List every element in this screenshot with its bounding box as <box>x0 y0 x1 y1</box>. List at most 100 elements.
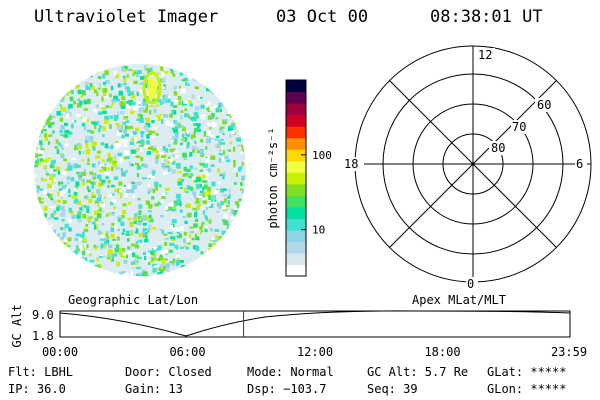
auroral-speckle <box>155 185 158 191</box>
auroral-speckle <box>69 65 75 69</box>
auroral-speckle <box>202 173 206 179</box>
auroral-speckle <box>98 161 101 166</box>
auroral-speckle <box>224 155 229 160</box>
auroral-speckle <box>182 68 186 72</box>
auroral-speckle <box>199 206 204 210</box>
auroral-speckle <box>202 210 205 215</box>
auroral-speckle <box>141 218 147 224</box>
auroral-speckle <box>140 75 145 80</box>
auroral-speckle <box>42 128 47 132</box>
auroral-speckle <box>242 261 246 267</box>
auroral-speckle <box>169 113 173 118</box>
auroral-speckle <box>206 138 211 144</box>
auroral-speckle <box>234 92 238 96</box>
auroral-speckle <box>220 104 223 108</box>
auroral-speckle <box>210 155 216 160</box>
auroral-speckle <box>66 243 69 247</box>
auroral-speckle <box>236 243 241 249</box>
auroral-speckle <box>139 118 144 123</box>
auroral-speckle <box>125 169 128 173</box>
glon-readout: GLon: ***** <box>487 382 567 396</box>
auroral-speckle <box>37 121 41 125</box>
auroral-speckle <box>137 131 140 136</box>
auroral-speckle <box>191 176 196 180</box>
auroral-speckle <box>128 68 132 72</box>
auroral-speckle <box>83 169 86 173</box>
auroral-speckle <box>101 274 105 276</box>
auroral-speckle <box>142 271 148 276</box>
auroral-speckle <box>140 139 145 145</box>
auroral-speckle <box>241 234 246 239</box>
auroral-speckle <box>69 259 73 264</box>
auroral-speckle <box>117 111 120 115</box>
auroral-speckle <box>138 103 141 106</box>
auroral-speckle <box>59 256 63 259</box>
auroral-speckle <box>77 144 83 150</box>
auroral-speckle <box>133 217 137 222</box>
auroral-speckle <box>98 128 101 133</box>
auroral-speckle <box>185 190 189 194</box>
auroral-speckle <box>220 142 226 146</box>
auroral-speckle <box>124 156 130 160</box>
auroral-speckle <box>105 64 110 69</box>
auroral-speckle <box>128 201 132 205</box>
auroral-speckle <box>184 108 188 112</box>
auroral-speckle <box>111 259 115 262</box>
auroral-speckle <box>60 113 64 117</box>
auroral-speckle <box>215 109 219 113</box>
auroral-speckle <box>215 117 219 120</box>
auroral-speckle <box>120 168 123 172</box>
auroral-speckle <box>53 234 58 239</box>
auroral-speckle <box>68 71 71 75</box>
auroral-speckle <box>71 214 76 219</box>
auroral-speckle <box>99 169 104 172</box>
auroral-speckle <box>209 134 215 138</box>
auroral-speckle <box>180 143 183 146</box>
auroral-speckle <box>237 64 241 69</box>
auroral-speckle <box>85 205 90 209</box>
auroral-speckle <box>102 126 106 132</box>
auroral-speckle <box>170 101 174 107</box>
auroral-speckle <box>240 150 243 154</box>
auroral-speckle <box>235 101 239 107</box>
auroral-speckle <box>175 68 180 71</box>
auroral-speckle <box>206 77 209 82</box>
auroral-speckle <box>188 114 191 119</box>
auroral-speckle <box>49 122 55 125</box>
auroral-speckle <box>201 221 205 225</box>
auroral-speckle <box>233 74 238 80</box>
auroral-speckle <box>123 82 127 86</box>
auroral-speckle <box>100 182 104 186</box>
auroral-speckle <box>102 73 106 79</box>
auroral-speckle <box>183 166 187 171</box>
auroral-speckle <box>106 146 112 149</box>
auroral-speckle <box>194 212 197 218</box>
auroral-speckle <box>237 137 241 142</box>
auroral-speckle <box>91 184 94 190</box>
auroral-speckle <box>233 254 236 257</box>
auroral-speckle <box>221 230 227 236</box>
auroral-speckle <box>161 77 166 83</box>
auroral-speckle <box>218 157 222 163</box>
auroral-speckle <box>174 203 178 207</box>
auroral-speckle <box>58 181 63 185</box>
auroral-speckle <box>147 261 151 265</box>
auroral-speckle <box>232 75 235 80</box>
auroral-speckle <box>219 128 223 131</box>
auroral-speckle <box>209 107 214 112</box>
auroral-speckle <box>179 178 185 182</box>
auroral-speckle <box>226 227 231 230</box>
auroral-speckle <box>212 76 216 79</box>
auroral-speckle <box>113 70 117 76</box>
auroral-speckle <box>208 275 213 276</box>
auroral-speckle <box>149 259 154 263</box>
auroral-speckle <box>200 139 203 143</box>
auroral-speckle <box>109 93 112 98</box>
timeline-axis-label: GC Alt <box>10 304 24 347</box>
auroral-speckle <box>53 217 59 220</box>
auroral-speckle <box>184 173 189 176</box>
auroral-speckle <box>34 164 38 168</box>
auroral-speckle <box>204 215 207 219</box>
auroral-speckle <box>70 96 74 102</box>
auroral-speckle <box>141 216 145 221</box>
